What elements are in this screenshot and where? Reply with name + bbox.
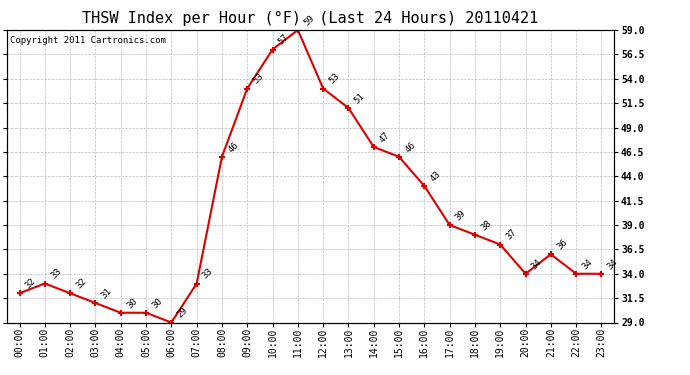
Text: 32: 32 <box>23 276 38 291</box>
Text: 30: 30 <box>125 296 139 310</box>
Text: Copyright 2011 Cartronics.com: Copyright 2011 Cartronics.com <box>10 36 166 45</box>
Text: 46: 46 <box>403 140 417 154</box>
Text: 34: 34 <box>580 257 594 271</box>
Text: 59: 59 <box>302 13 316 27</box>
Text: 47: 47 <box>378 130 392 144</box>
Text: 46: 46 <box>226 140 240 154</box>
Text: 31: 31 <box>99 286 114 300</box>
Text: 43: 43 <box>428 169 442 183</box>
Text: THSW Index per Hour (°F)  (Last 24 Hours) 20110421: THSW Index per Hour (°F) (Last 24 Hours)… <box>82 11 539 26</box>
Text: 53: 53 <box>251 72 266 86</box>
Text: 32: 32 <box>75 276 88 291</box>
Text: 38: 38 <box>479 218 493 232</box>
Text: 36: 36 <box>555 237 569 252</box>
Text: 37: 37 <box>504 228 518 242</box>
Text: 39: 39 <box>454 208 468 222</box>
Text: 34: 34 <box>606 257 620 271</box>
Text: 29: 29 <box>175 306 190 320</box>
Text: 34: 34 <box>530 257 544 271</box>
Text: 57: 57 <box>277 33 290 47</box>
Text: 30: 30 <box>150 296 164 310</box>
Text: 33: 33 <box>201 267 215 281</box>
Text: 33: 33 <box>49 267 63 281</box>
Text: 51: 51 <box>353 91 366 105</box>
Text: 53: 53 <box>327 72 342 86</box>
